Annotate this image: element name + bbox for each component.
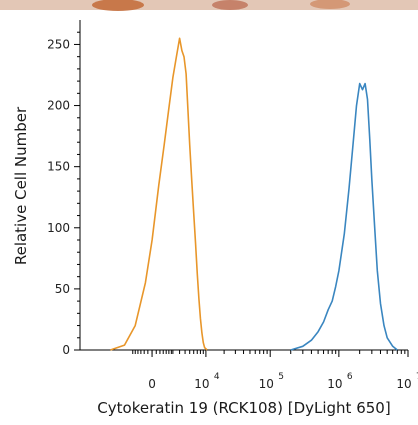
y-tick-label: 0 <box>62 343 70 357</box>
series-layer <box>110 37 398 351</box>
y-tick-label: 150 <box>47 160 70 174</box>
x-tick-label: 10 <box>259 377 274 391</box>
y-tick-label: 50 <box>55 282 70 296</box>
photo-strip-cell <box>92 0 144 11</box>
x-axis-title: Cytokeratin 19 (RCK108) [DyLight 650] <box>97 399 390 417</box>
y-tick-label: 200 <box>47 99 70 113</box>
x-tick-label: 10 <box>396 377 411 391</box>
x-tick-exponent: 4 <box>214 372 220 382</box>
x-tick-label: 0 <box>148 377 156 391</box>
x-tick-exponent: 6 <box>347 372 353 382</box>
x-axis-ticks: 0 10 4 10 5 10 6 10 7 <box>132 350 418 391</box>
y-tick-label: 100 <box>47 221 70 235</box>
histogram-series-line <box>290 82 398 351</box>
photo-strip-cell <box>212 0 248 10</box>
x-tick-label: 10 <box>327 377 342 391</box>
x-tick-exponent: 7 <box>416 372 418 382</box>
histogram-series-line <box>110 37 208 351</box>
y-axis-ticks: 0 50 100 150 200 250 <box>47 31 80 357</box>
x-tick-exponent: 5 <box>278 372 284 382</box>
photo-strip <box>0 0 418 10</box>
y-tick-label: 250 <box>47 37 70 51</box>
x-tick-label: 10 <box>194 377 209 391</box>
y-axis-title: Relative Cell Number <box>12 106 30 265</box>
photo-strip-cell <box>310 0 350 9</box>
